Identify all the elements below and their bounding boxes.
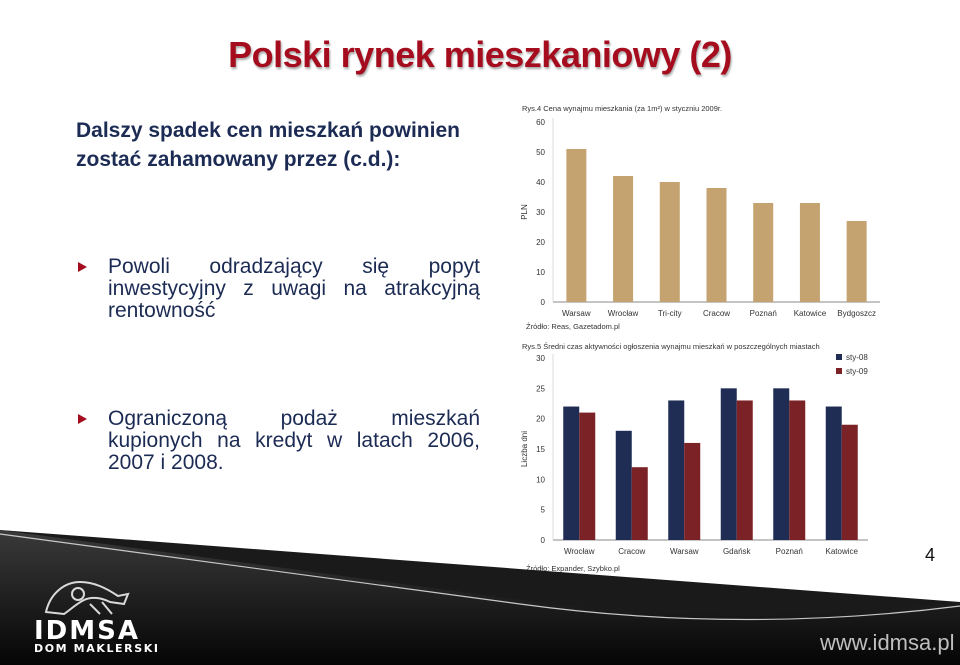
bar-warsaw	[668, 400, 685, 540]
logo-name: IDMSA	[34, 616, 140, 646]
y-tick-label: 20	[536, 238, 545, 247]
bar-cracow	[706, 188, 727, 302]
logo-lion-icon	[44, 580, 130, 616]
bullet-supply: Ograniczoną podaż mieszkań kupionych na …	[108, 407, 480, 474]
bullet-demand: Powoli odradzający się popyt inwestycyjn…	[108, 255, 480, 322]
bar-cracow	[615, 430, 632, 540]
listing-time-chart: Rys.5 Średni czas aktywności ogłoszenia …	[520, 342, 868, 573]
x-tick-label: Katowice	[826, 547, 859, 556]
bar-bydgoszcz	[846, 221, 867, 302]
bar-wrocław	[563, 406, 580, 540]
y-tick-label: 40	[536, 178, 545, 187]
x-tick-label: Cracow	[703, 309, 730, 318]
x-tick-label: Cracow	[618, 547, 645, 556]
x-tick-label: Warsaw	[562, 309, 591, 318]
y-tick-label: 15	[536, 445, 545, 454]
y-tick-label: 25	[536, 384, 545, 393]
y-tick-label: 10	[536, 268, 545, 277]
slide-title: Polski rynek mieszkaniowy (2)	[228, 34, 732, 75]
bar-gdańsk	[720, 388, 737, 540]
y-tick-label: 60	[536, 118, 545, 127]
intro-line-1: Dalszy spadek cen mieszkań powinien	[76, 119, 460, 142]
page-number: 4	[925, 545, 936, 565]
bar-poznań	[789, 400, 806, 540]
y-axis-label: Liczba dni	[520, 431, 529, 467]
rent-price-chart: Rys.4 Cena wynajmu mieszkania (za 1m²) w…	[520, 104, 880, 331]
intro-text: Dalszy spadek cen mieszkań powinien zost…	[76, 116, 516, 174]
chart-caption: Rys.4 Cena wynajmu mieszkania (za 1m²) w…	[522, 104, 722, 113]
x-tick-label: Wrocław	[564, 547, 595, 556]
chart-source: Źródło: Reas, Gazetadom.pl	[526, 322, 620, 331]
bullet-arrow-icon	[78, 414, 87, 424]
legend-swatch	[836, 368, 842, 374]
y-axis-label: PLN	[520, 204, 529, 220]
y-tick-label: 0	[541, 536, 546, 545]
legend-label: sty-08	[846, 353, 868, 362]
bar-wrocław	[613, 176, 634, 302]
y-tick-label: 50	[536, 148, 545, 157]
website-link[interactable]: www.idmsa.pl	[820, 630, 955, 655]
legend-label: sty-09	[846, 367, 868, 376]
y-tick-label: 30	[536, 354, 545, 363]
x-tick-label: Gdańsk	[723, 547, 752, 556]
bar-poznań	[753, 203, 774, 302]
x-tick-label: Wrocław	[608, 309, 639, 318]
x-tick-label: Poznań	[750, 309, 777, 318]
x-tick-label: Poznań	[776, 547, 803, 556]
x-tick-label: Warsaw	[670, 547, 699, 556]
x-tick-label: Tri-city	[658, 309, 682, 318]
chart-source: Źródło: Expander, Szybko.pl	[526, 564, 620, 573]
bar-katowice	[841, 424, 858, 540]
bar-katowice	[799, 203, 820, 302]
legend-swatch	[836, 354, 842, 360]
x-tick-label: Katowice	[794, 309, 827, 318]
y-tick-label: 30	[536, 208, 545, 217]
x-tick-label: Bydgoszcz	[837, 309, 876, 318]
bar-warsaw	[566, 149, 587, 302]
bar-cracow	[631, 467, 648, 540]
y-tick-label: 0	[541, 298, 546, 307]
bar-wrocław	[579, 412, 596, 540]
bar-tri-city	[659, 182, 680, 302]
bar-katowice	[825, 406, 842, 540]
bar-warsaw	[684, 442, 701, 540]
logo-subtitle: DOM MAKLERSKI	[34, 642, 160, 655]
y-tick-label: 20	[536, 415, 545, 424]
footer-band	[0, 530, 960, 665]
intro-line-2: zostać zahamowany przez (c.d.):	[76, 148, 401, 171]
bar-poznań	[773, 388, 790, 540]
chart-caption: Rys.5 Średni czas aktywności ogłoszenia …	[522, 342, 820, 351]
y-tick-label: 5	[541, 506, 546, 515]
y-tick-label: 10	[536, 475, 545, 484]
bar-gdańsk	[736, 400, 753, 540]
bullet-arrow-icon	[78, 262, 87, 272]
